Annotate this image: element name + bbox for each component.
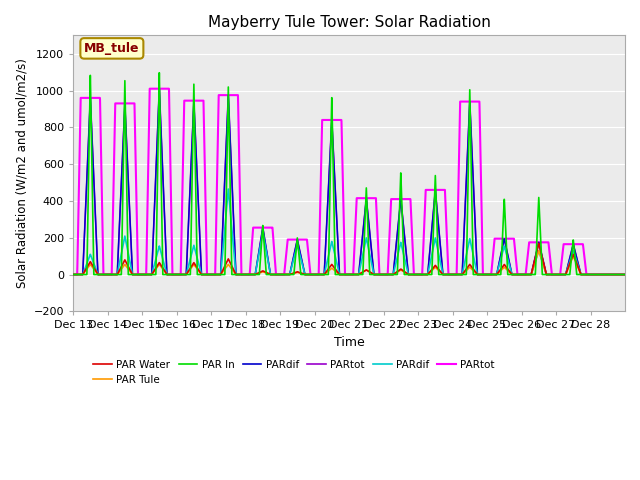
Y-axis label: Solar Radiation (W/m2 and umol/m2/s): Solar Radiation (W/m2 and umol/m2/s): [15, 59, 28, 288]
Title: Mayberry Tule Tower: Solar Radiation: Mayberry Tule Tower: Solar Radiation: [207, 15, 490, 30]
X-axis label: Time: Time: [333, 336, 364, 349]
Legend: PAR Water, PAR Tule, PAR In, PARdif, PARtot, PARdif, PARtot: PAR Water, PAR Tule, PAR In, PARdif, PAR…: [90, 355, 499, 389]
Text: MB_tule: MB_tule: [84, 42, 140, 55]
